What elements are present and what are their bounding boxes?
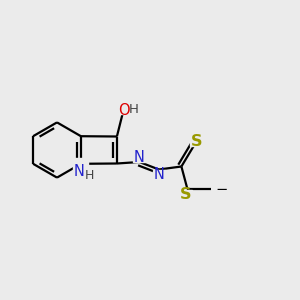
Text: H: H — [85, 169, 94, 182]
Bar — [190, 136, 202, 146]
Bar — [134, 153, 146, 162]
Text: H: H — [128, 103, 138, 116]
Bar — [153, 170, 165, 179]
Text: O: O — [118, 103, 130, 118]
Bar — [180, 190, 192, 199]
Text: −: − — [216, 182, 228, 196]
Text: S: S — [180, 187, 192, 202]
Text: N: N — [154, 167, 164, 182]
Text: N: N — [74, 164, 85, 179]
Bar — [120, 106, 129, 114]
Bar — [74, 158, 88, 170]
Text: S: S — [191, 134, 202, 148]
Text: N: N — [134, 150, 145, 165]
